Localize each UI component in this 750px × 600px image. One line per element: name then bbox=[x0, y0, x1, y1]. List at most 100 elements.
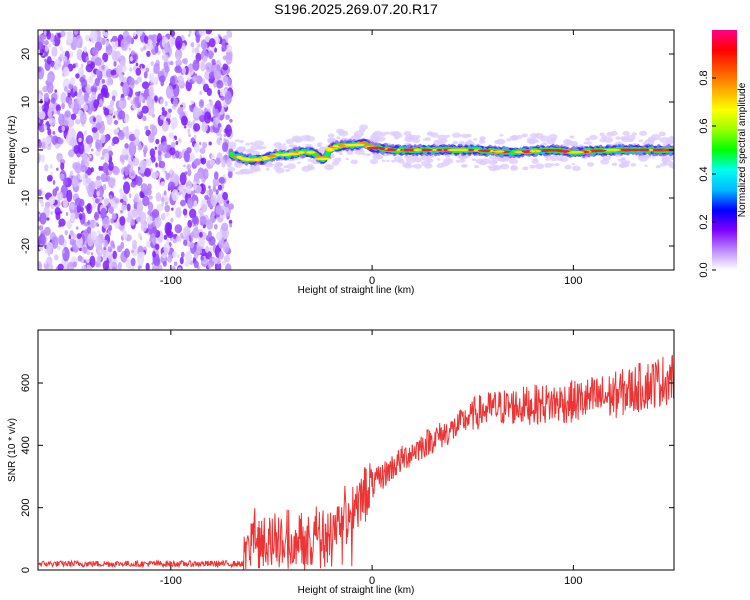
colorbar-tick-label: 0.6 bbox=[698, 118, 710, 133]
noise-speckle bbox=[204, 70, 211, 80]
noise-speckle bbox=[70, 212, 76, 222]
noise-speckle bbox=[141, 64, 145, 69]
noise-speckle bbox=[186, 163, 192, 171]
signal-halo-speckle bbox=[359, 124, 369, 130]
snr-y-tick-label: 0 bbox=[20, 567, 32, 573]
noise-speckle bbox=[95, 222, 99, 226]
noise-speckle bbox=[192, 227, 200, 239]
noise-speckle bbox=[58, 62, 62, 68]
signal-halo-speckle bbox=[254, 167, 262, 172]
signal-halo-speckle bbox=[627, 138, 634, 143]
signal-halo-speckle bbox=[534, 139, 540, 143]
noise-speckle bbox=[199, 141, 202, 146]
signal-halo-speckle bbox=[554, 162, 560, 167]
noise-speckle bbox=[44, 261, 48, 265]
noise-speckle bbox=[143, 35, 149, 44]
signal-halo-speckle bbox=[307, 159, 312, 162]
signal-core-cell bbox=[250, 158, 263, 161]
noise-speckle bbox=[183, 225, 191, 238]
signal-halo-speckle bbox=[336, 136, 341, 140]
noise-speckle bbox=[46, 30, 51, 40]
signal-halo-speckle bbox=[466, 133, 472, 138]
noise-speckle bbox=[163, 42, 171, 53]
noise-speckle bbox=[199, 147, 206, 154]
signal-halo-speckle bbox=[234, 139, 240, 143]
noise-speckle bbox=[46, 174, 53, 182]
noise-speckle bbox=[58, 113, 65, 126]
noise-speckle bbox=[168, 132, 174, 139]
noise-speckle bbox=[227, 170, 233, 179]
noise-speckle bbox=[193, 142, 200, 153]
noise-speckle bbox=[81, 264, 87, 270]
noise-speckle bbox=[200, 61, 206, 72]
noise-speckle bbox=[155, 138, 160, 145]
noise-speckle bbox=[199, 90, 203, 96]
noise-speckle bbox=[177, 191, 182, 196]
noise-speckle bbox=[90, 252, 94, 256]
noise-speckle bbox=[91, 127, 98, 133]
noise-speckle bbox=[212, 177, 220, 187]
noise-speckle bbox=[102, 217, 110, 229]
noise-speckle bbox=[95, 114, 102, 124]
noise-speckle bbox=[187, 219, 193, 228]
noise-speckle bbox=[67, 261, 74, 270]
noise-speckle bbox=[130, 218, 136, 226]
noise-speckle bbox=[141, 105, 149, 114]
signal-halo-speckle bbox=[422, 138, 427, 141]
noise-speckle bbox=[226, 159, 232, 168]
signal-halo-speckle bbox=[599, 138, 607, 143]
noise-speckle bbox=[193, 260, 199, 269]
noise-speckle bbox=[209, 246, 213, 253]
noise-speckle bbox=[129, 67, 133, 72]
signal-halo-speckle bbox=[389, 131, 397, 136]
noise-speckle bbox=[72, 162, 79, 170]
signal-halo-speckle bbox=[350, 159, 358, 165]
noise-speckle bbox=[50, 210, 54, 215]
signal-core-cell bbox=[278, 153, 292, 157]
noise-speckle bbox=[129, 56, 134, 62]
noise-speckle bbox=[112, 166, 120, 176]
noise-speckle bbox=[173, 98, 179, 107]
noise-speckle bbox=[62, 249, 65, 254]
signal-halo-speckle bbox=[557, 157, 564, 162]
noise-speckle bbox=[38, 66, 42, 73]
noise-speckle bbox=[113, 120, 119, 125]
signal-halo-speckle bbox=[651, 156, 656, 159]
noise-speckle bbox=[178, 138, 182, 143]
noise-speckle bbox=[44, 58, 47, 63]
noise-speckle bbox=[214, 47, 218, 53]
signal-core-cell bbox=[238, 157, 251, 161]
noise-speckle bbox=[225, 51, 233, 65]
noise-speckle bbox=[95, 142, 101, 150]
noise-speckle bbox=[181, 67, 187, 75]
snr-y-tick-label: 400 bbox=[20, 436, 32, 454]
noise-speckle bbox=[171, 207, 174, 211]
noise-speckle bbox=[187, 197, 194, 209]
noise-speckle bbox=[172, 238, 177, 244]
noise-speckle bbox=[68, 83, 73, 90]
noise-speckle bbox=[93, 99, 99, 109]
noise-speckle bbox=[155, 162, 158, 168]
noise-speckle bbox=[142, 195, 150, 207]
noise-speckle bbox=[111, 35, 118, 42]
colorbar-tick-label: 0.4 bbox=[698, 166, 710, 181]
signal-halo-speckle bbox=[549, 155, 559, 162]
noise-speckle bbox=[169, 75, 176, 85]
noise-speckle bbox=[38, 244, 44, 252]
noise-speckle bbox=[111, 50, 118, 61]
noise-speckle bbox=[146, 96, 152, 106]
noise-speckle bbox=[173, 261, 178, 267]
noise-speckle bbox=[41, 48, 45, 54]
noise-speckle bbox=[91, 47, 99, 56]
noise-speckle bbox=[72, 63, 76, 69]
signal-halo-speckle bbox=[639, 130, 648, 136]
noise-speckle bbox=[62, 50, 66, 55]
noise-speckle bbox=[59, 173, 65, 180]
noise-speckle bbox=[218, 251, 224, 260]
noise-speckle bbox=[109, 194, 113, 200]
noise-speckle bbox=[119, 187, 123, 195]
snr-y-ticks: 0 200 400 600 bbox=[20, 374, 674, 573]
noise-speckle bbox=[130, 172, 134, 177]
noise-speckle bbox=[100, 133, 106, 144]
